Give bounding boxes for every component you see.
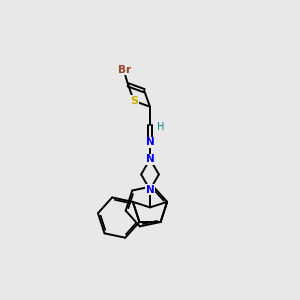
Text: H: H	[158, 122, 165, 132]
Text: N: N	[146, 185, 154, 195]
Text: S: S	[130, 96, 138, 106]
Text: N: N	[146, 154, 154, 164]
Text: N: N	[146, 137, 154, 147]
Text: Br: Br	[118, 64, 131, 74]
